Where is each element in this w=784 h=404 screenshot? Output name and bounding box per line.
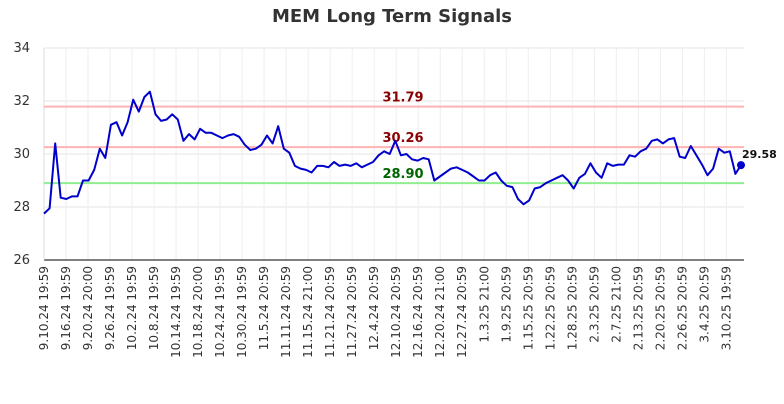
x-tick-label: 1.22.25 20:59 [543,266,557,350]
y-tick-label: 32 [13,94,30,109]
last-value-label: 29.58 [742,148,777,161]
x-tick-label: 10.2.24 19:59 [125,266,139,350]
x-tick-label: 9.16.24 19:59 [59,266,73,350]
x-tick-label: 12.20.24 21:00 [433,266,447,358]
last-point-marker [737,161,745,170]
x-tick-label: 11.27.24 20:59 [345,266,359,358]
x-tick-label: 9.26.24 19:59 [103,266,117,350]
x-tick-label: 12.4.24 20:59 [367,266,381,350]
x-tick-label: 1.28.25 20:59 [565,266,579,350]
x-tick-label: 10.18.24 20:00 [191,266,205,358]
x-tick-label: 10.24.24 19:59 [213,266,227,358]
x-tick-label: 3.4.25 20:59 [697,266,711,343]
signal-label: 31.79 [382,91,423,106]
x-tick-label: 1.9.25 20:59 [499,266,513,343]
x-tick-label: 2.26.25 20:59 [675,266,689,350]
y-tick-label: 30 [13,147,30,162]
x-tick-label: 10.8.24 19:59 [147,266,161,350]
x-tick-label: 2.7.25 21:00 [609,266,623,343]
price-series-line [43,90,742,215]
x-tick-label: 12.27.24 20:59 [455,266,469,358]
x-tick-label: 11.21.24 20:59 [323,266,337,358]
x-tick-label: 11.11.24 20:59 [279,266,293,358]
x-tick-label: 11.5.24 20:59 [257,266,271,350]
x-tick-label: 11.15.24 21:00 [301,266,315,358]
x-tick-label: 9.10.24 19:59 [37,266,51,350]
chart-title: MEM Long Term Signals [271,6,513,27]
x-tick-label: 3.10.25 19:59 [719,266,733,350]
y-tick-label: 28 [13,200,30,215]
x-tick-label: 1.3.25 21:00 [477,266,491,343]
signal-label: 28.90 [382,167,423,182]
x-tick-label: 9.20.24 20:00 [81,266,95,350]
x-tick-label: 2.13.25 20:59 [631,266,645,350]
x-tick-label: 2.3.25 20:59 [587,266,601,343]
x-tick-label: 12.16.24 20:59 [411,266,425,358]
x-tick-label: 2.20.25 20:59 [653,266,667,350]
signal-label: 30.26 [382,131,423,146]
x-tick-label: 10.14.24 19:59 [169,266,183,358]
y-tick-label: 34 [13,41,30,56]
x-tick-label: 10.30.24 19:59 [235,266,249,358]
x-tick-label: 12.10.24 20:59 [389,266,403,358]
x-tick-label: 1.15.25 20:59 [521,266,535,350]
y-tick-label: 26 [13,253,30,268]
